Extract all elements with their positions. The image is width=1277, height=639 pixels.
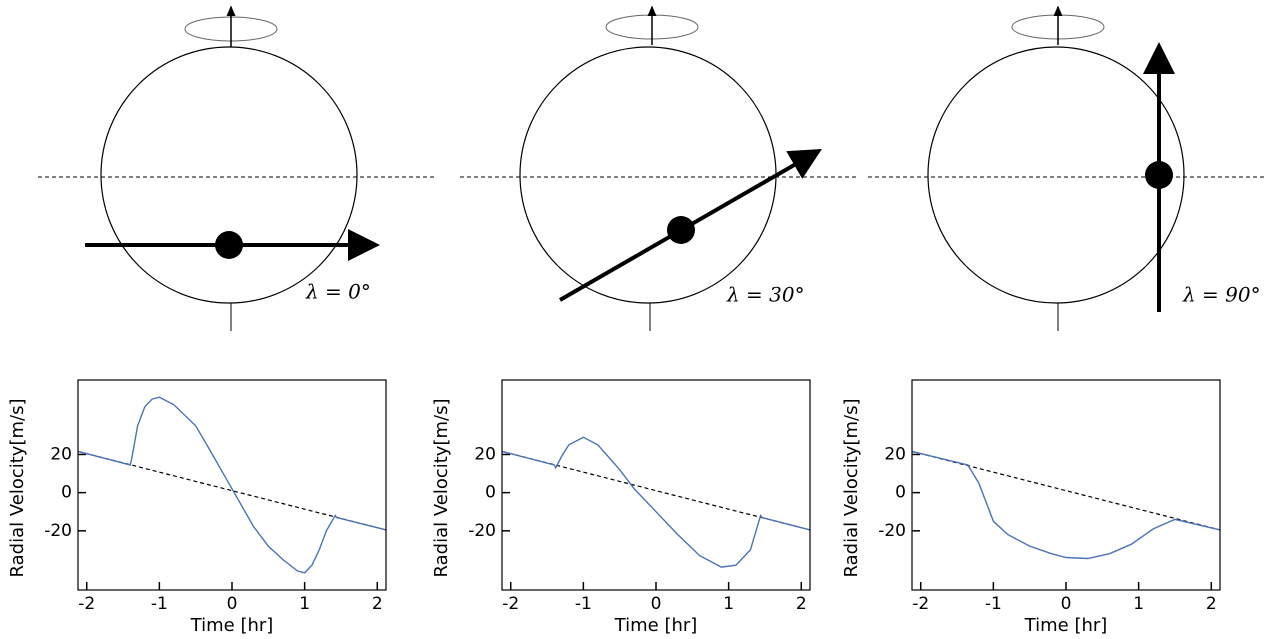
- y-tick-label: 0: [895, 483, 906, 503]
- x-tick-label: -1: [151, 594, 168, 614]
- angle-label: λ = 0°: [305, 280, 371, 304]
- y-axis-title: Radial Velocity[m/s]: [841, 399, 862, 578]
- chart: -2 -1 0 1 2 20 0 -20 Time [hr] Radial Velocity[m/…: [841, 379, 1221, 636]
- x-tick-label: -2: [78, 594, 95, 614]
- angle-label: λ = 30°: [726, 283, 805, 307]
- x-axis-title: Time [hr]: [190, 615, 274, 636]
- x-tick-label: -2: [912, 594, 929, 614]
- x-axis-title: Time [hr]: [614, 615, 698, 636]
- y-tick-label: -20: [468, 521, 496, 541]
- y-tick-label: 20: [50, 444, 72, 464]
- x-tick-label: 0: [1061, 594, 1072, 614]
- x-tick-label: 2: [1206, 594, 1217, 614]
- angle-label: λ = 90°: [1182, 283, 1261, 307]
- x-tick-label: -1: [985, 594, 1002, 614]
- series-line: [77, 396, 387, 574]
- y-axis-title: Radial Velocity[m/s]: [431, 399, 452, 578]
- x-tick-label: 2: [372, 594, 383, 614]
- chart: -2 -1 0 1 2 20 0 -20 Time [hr] Radial Velocity[m/…: [7, 379, 387, 636]
- chart: -2 -1 0 1 2 20 0 -20 Time [hr] Radial Velocity[m/…: [431, 379, 811, 636]
- y-tick-label: 0: [61, 483, 72, 503]
- x-tick-label: -1: [575, 594, 592, 614]
- series-line: [501, 436, 811, 568]
- x-tick-label: 0: [227, 594, 238, 614]
- diagram: λ = 30°: [460, 5, 858, 331]
- y-tick-label: 0: [485, 483, 496, 503]
- diagram: λ = 0°: [38, 5, 437, 331]
- x-tick-label: 1: [723, 594, 734, 614]
- y-tick-label: -20: [878, 521, 906, 541]
- series-line: [911, 450, 1221, 560]
- plot-frame: [77, 379, 387, 591]
- y-tick-label: -20: [44, 521, 72, 541]
- y-axis-title: Radial Velocity[m/s]: [7, 399, 28, 578]
- plot-frame: [501, 379, 811, 591]
- x-tick-label: 0: [651, 594, 662, 614]
- x-tick-label: 1: [1133, 594, 1144, 614]
- x-tick-label: -2: [502, 594, 519, 614]
- y-tick-label: 20: [884, 444, 906, 464]
- x-axis-title: Time [hr]: [1024, 615, 1108, 636]
- y-tick-label: 20: [474, 444, 496, 464]
- x-tick-label: 2: [796, 594, 807, 614]
- x-tick-label: 1: [299, 594, 310, 614]
- diagram: λ = 90°: [868, 5, 1267, 331]
- plot-frame: [911, 379, 1221, 591]
